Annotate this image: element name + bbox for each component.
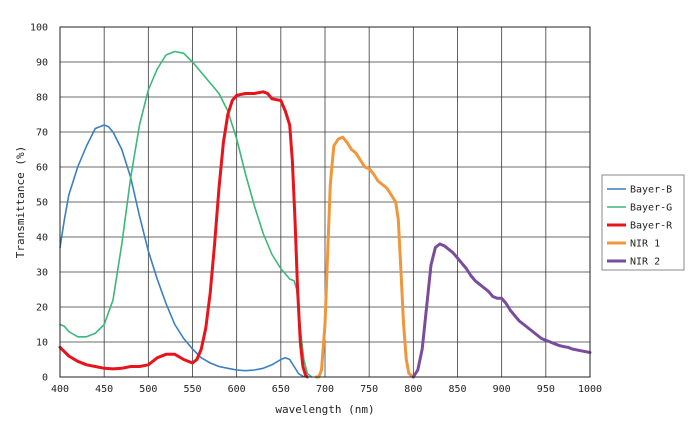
x-tick-label: 600 bbox=[228, 384, 246, 395]
x-tick-label: 650 bbox=[272, 384, 290, 395]
series-line-nir-2 bbox=[411, 242, 592, 379]
series-line-bayer-g bbox=[59, 50, 313, 378]
y-tick-label: 70 bbox=[36, 128, 48, 139]
y-tick-label: 60 bbox=[36, 163, 48, 174]
y-axis-title: Transmittance (%) bbox=[14, 146, 27, 259]
x-tick-label: 750 bbox=[360, 384, 378, 395]
x-tick-label: 500 bbox=[139, 384, 157, 395]
x-tick-label: 900 bbox=[493, 384, 511, 395]
x-tick-label: 950 bbox=[537, 384, 555, 395]
y-tick-label: 0 bbox=[42, 373, 48, 384]
x-tick-label: 1000 bbox=[578, 384, 602, 395]
y-tick-label: 80 bbox=[36, 93, 48, 104]
y-tick-label: 20 bbox=[36, 303, 48, 314]
legend-label: Bayer-R bbox=[630, 221, 673, 232]
legend-label: Bayer-G bbox=[630, 203, 672, 214]
series-line-bayer-r bbox=[58, 90, 309, 379]
legend-box bbox=[601, 174, 685, 271]
legend-label: Bayer-B bbox=[630, 185, 672, 196]
x-tick-label: 550 bbox=[183, 384, 201, 395]
y-tick-label: 10 bbox=[36, 338, 48, 349]
x-tick-label: 450 bbox=[95, 384, 113, 395]
x-tick-label: 700 bbox=[316, 384, 334, 395]
y-tick-label: 90 bbox=[36, 58, 48, 69]
y-tick-label: 50 bbox=[36, 198, 48, 209]
y-tick-label: 100 bbox=[30, 23, 48, 34]
x-tick-label: 800 bbox=[404, 384, 422, 395]
plot-border bbox=[59, 26, 591, 378]
y-tick-labels: 0 10 20 30 40 50 60 70 80 90 100 bbox=[30, 23, 48, 384]
legend-items: Bayer-B Bayer-G Bayer-R NIR 1 NIR 2 bbox=[607, 185, 673, 268]
series-line-bayer-b bbox=[59, 124, 309, 378]
x-tick-label: 400 bbox=[51, 384, 69, 395]
y-tick-label: 30 bbox=[36, 268, 48, 279]
legend-label: NIR 1 bbox=[630, 239, 660, 250]
x-axis-title: wavelength (nm) bbox=[275, 403, 374, 416]
series-line-nir-1 bbox=[314, 135, 415, 379]
x-tick-label: 850 bbox=[448, 384, 466, 395]
legend-label: NIR 2 bbox=[630, 257, 660, 268]
y-tick-label: 40 bbox=[36, 233, 48, 244]
series-lines bbox=[58, 50, 592, 379]
legend: Bayer-B Bayer-G Bayer-R NIR 1 NIR 2 bbox=[601, 174, 685, 271]
x-tick-labels: 400 450 500 550 600 650 700 750 800 850 900 950 1000 bbox=[51, 384, 602, 395]
